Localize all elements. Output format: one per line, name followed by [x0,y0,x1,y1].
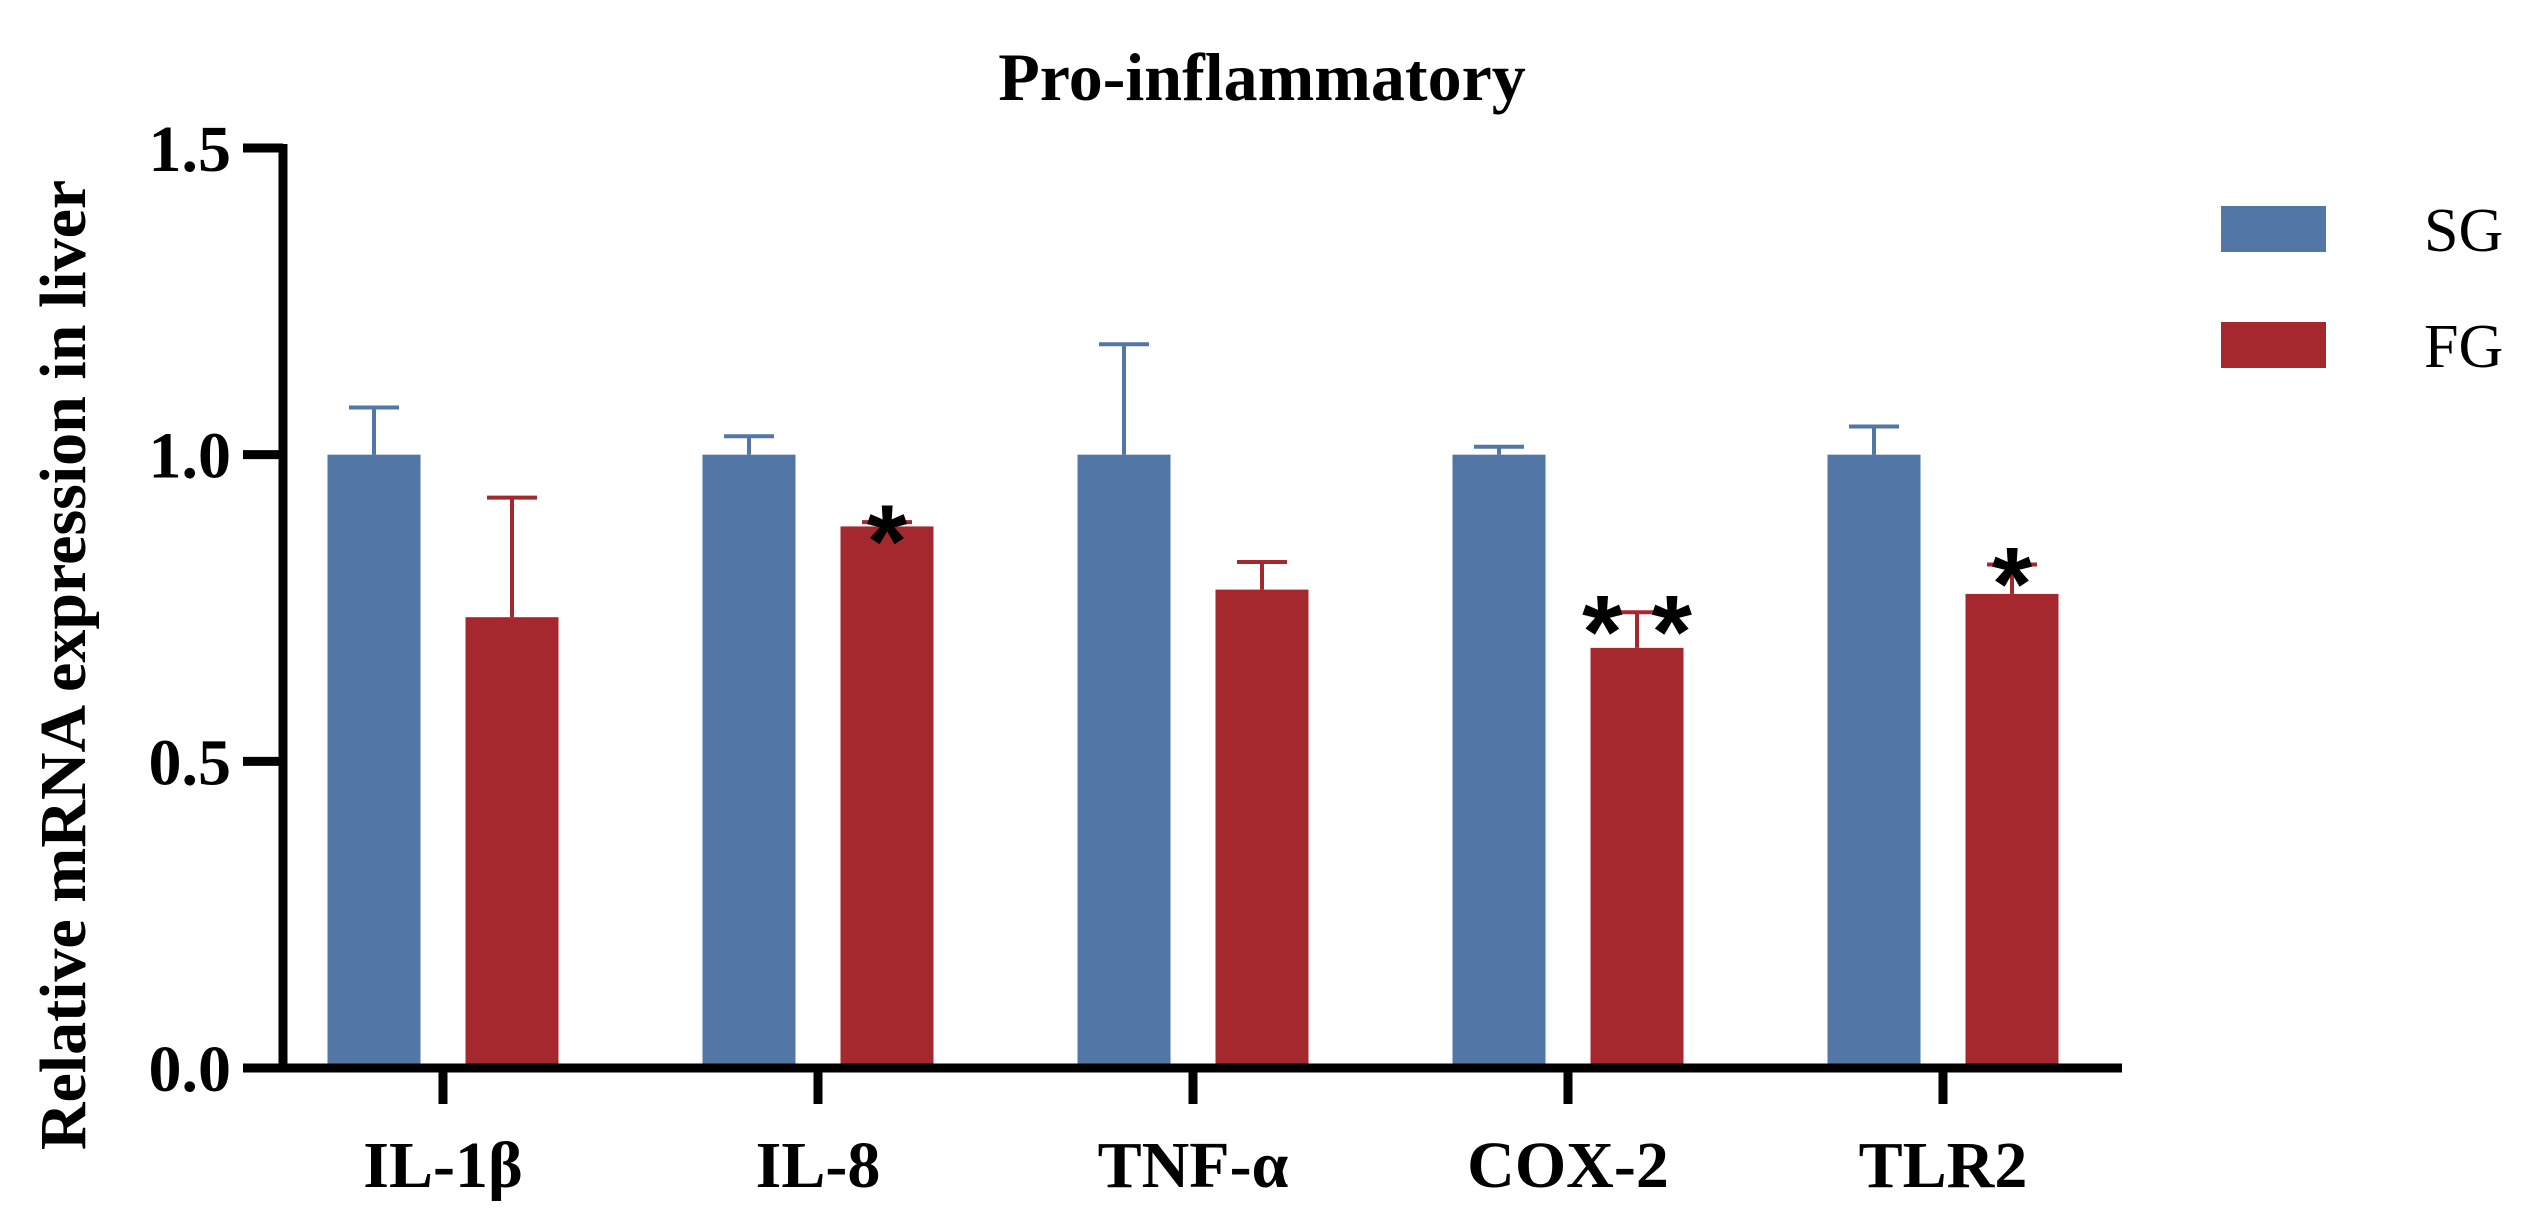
bar-fg [1215,589,1309,1068]
y-tick-label: 1.0 [149,420,232,493]
legend-swatch-sg [2221,206,2326,252]
significance-mark: * [867,484,908,600]
bars-layer: * * * * [327,342,2059,1069]
y-tick-label: 0.0 [149,1033,232,1106]
y-tick-label: 1.5 [149,113,232,186]
legend-swatch-fg [2221,322,2326,368]
x-tick-label: COX-2 [1467,1129,1669,1202]
bar-fg [840,526,934,1068]
x-tick-label: TNF-α [1098,1129,1289,1202]
bar-fg [1965,593,2059,1068]
bar-sg [1452,454,1546,1069]
bar-sg [327,454,421,1069]
x-tick-label: IL-1β [363,1129,522,1202]
axes-layer: 0.0 0.5 1.0 1.5 IL-1β IL-8 TNF-α COX-2 TLR2 [149,113,2122,1202]
bar-fg [1590,647,1684,1068]
legend-label-fg: FG [2424,313,2503,381]
legend: SG FG [2221,197,2503,381]
bar-sg [1077,454,1171,1069]
significance-mark: * * [1582,574,1692,690]
bar-sg [1827,454,1921,1069]
x-tick-label: IL-8 [756,1129,881,1202]
y-axis-label: Relative mRNA expression in liver [27,180,100,1150]
x-tick-label: TLR2 [1859,1129,2028,1202]
bar-sg [702,454,796,1069]
chart-title: Pro-inflammatory [998,39,1526,115]
legend-label-sg: SG [2424,197,2503,265]
bar-fg [465,617,559,1068]
y-tick-label: 0.5 [149,726,232,799]
significance-mark: * [1992,526,2033,642]
